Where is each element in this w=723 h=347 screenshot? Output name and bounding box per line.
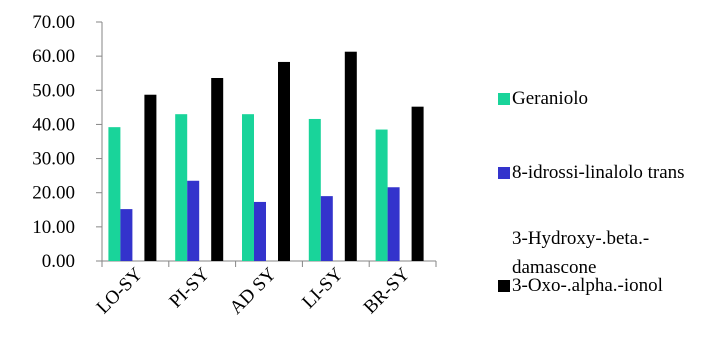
- y-axis: 0.00 10.00 20.00 30.00 40.00 50.00 60.00 70.00: [32, 12, 103, 272]
- bar: [144, 94, 157, 261]
- legend-item: Geraniolo: [498, 84, 712, 113]
- legend-swatch: [498, 167, 510, 179]
- bar: [120, 209, 133, 261]
- bar: [308, 118, 321, 261]
- bar: [211, 77, 224, 261]
- bar: [187, 180, 200, 261]
- legend-swatch: [498, 280, 510, 292]
- bar: [175, 114, 188, 261]
- legend-swatch: [498, 93, 510, 105]
- bar: [108, 127, 121, 261]
- bar: [254, 201, 266, 261]
- legend-label: 3-Oxo-.alpha.-ionol: [512, 275, 663, 296]
- legend-label: 3-Hydroxy-.beta.-damascone: [512, 228, 650, 278]
- x-tick-label: BR-SY: [360, 263, 415, 318]
- x-tick-label: LO-SY: [93, 263, 148, 318]
- y-tick-label: 20.00: [32, 183, 75, 204]
- y-tick-label: 30.00: [32, 149, 75, 170]
- bars: [108, 51, 424, 261]
- bar: [242, 114, 254, 261]
- bar: [411, 106, 424, 261]
- bar: [375, 129, 388, 261]
- y-tick-label: 0.00: [42, 251, 75, 272]
- bar: [278, 61, 290, 261]
- legend-item: 3-Oxo-.alpha.-ionol: [498, 271, 712, 300]
- y-tick-label: 40.00: [32, 114, 75, 135]
- legend-label: Geraniolo: [512, 88, 588, 109]
- y-tick-label: 60.00: [32, 46, 75, 67]
- x-axis: LO-SY PI-SY AD SY LI-SY BR-SY: [93, 260, 437, 318]
- bar: [320, 196, 333, 261]
- legend-label: 8-idrossi-linalolo trans: [512, 162, 685, 183]
- y-tick-label: 50.00: [32, 80, 75, 101]
- legend: Geraniolo 8-idrossi-linalolo trans 3-Hydro…: [498, 0, 723, 347]
- legend-swatch: [498, 233, 510, 245]
- y-tick-label: 10.00: [32, 217, 75, 238]
- legend-item: 3-Hydroxy-.beta.-damascone: [498, 224, 712, 282]
- x-tick-label: LI-SY: [298, 263, 347, 312]
- x-tick-label: AD SY: [226, 263, 281, 318]
- x-tick-label: PI-SY: [165, 263, 214, 312]
- y-tick-label: 70.00: [32, 12, 75, 33]
- bar: [344, 51, 357, 261]
- bar: [387, 187, 400, 261]
- legend-item: 8-idrossi-linalolo trans: [498, 158, 712, 187]
